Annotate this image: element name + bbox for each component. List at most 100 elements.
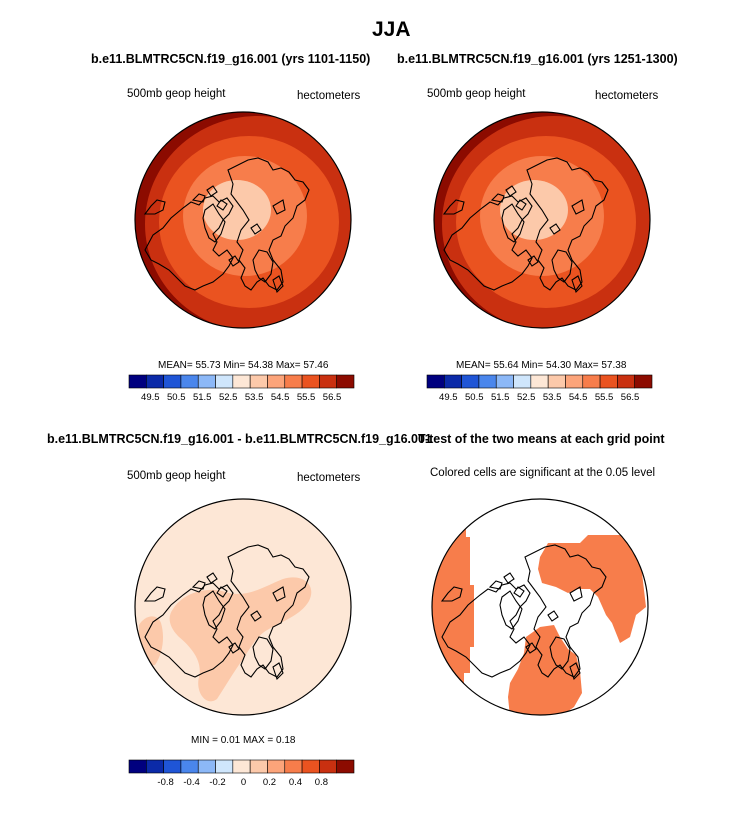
cbar-top-left-tick-3: 52.5 (219, 392, 238, 403)
coastline-10 (143, 199, 166, 215)
cbar-top-right-box-12 (634, 374, 653, 389)
coastline-1 (202, 590, 226, 630)
coastline-1 (501, 203, 525, 243)
map-bottom-right (431, 498, 649, 716)
cbar-top-right-box-9 (582, 374, 601, 389)
cbar-bottom-tick-1: -0.4 (183, 777, 199, 788)
cbar-bottom-box-9 (284, 759, 303, 774)
cbar-top-left-box-10 (301, 374, 320, 389)
field-pole (203, 180, 271, 240)
cbar-top-left-box-6 (232, 374, 251, 389)
variable-label-bottom-left: 500mb geop height (127, 470, 226, 482)
panel-title-bottom-right: T-test of the two means at each grid poi… (418, 432, 665, 446)
coastline-2 (488, 580, 503, 590)
sig-region-0 (432, 521, 474, 693)
coastline-4 (216, 199, 228, 211)
cbar-bottom-box-3 (180, 759, 199, 774)
coastline-5 (526, 157, 609, 291)
cbar-top-left-box-5 (215, 374, 234, 389)
coastline-11 (272, 275, 284, 294)
units-label-bottom-left: hectometers (297, 472, 361, 484)
coastline-6 (551, 249, 573, 283)
cbar-bottom-tick-0: -0.8 (157, 777, 173, 788)
diff-highlight-0 (169, 577, 312, 702)
cbar-top-right-tick-2: 51.5 (491, 392, 510, 403)
map-border (134, 111, 352, 329)
colorbar-top-left: 49.5 50.5 51.5 52.5 53.5 54.5 55.5 56.5 (128, 374, 355, 403)
cbar-top-left-box-12 (336, 374, 355, 389)
cbar-top-right-box-5 (513, 374, 532, 389)
cbar-top-right-tick-3: 52.5 (517, 392, 536, 403)
coastline-8 (547, 610, 559, 622)
cbar-bottom-box-11 (319, 759, 337, 774)
cbar-top-left-box-1 (146, 374, 164, 389)
map-bottom-left (134, 498, 352, 716)
units-label-top-left: hectometers (297, 90, 361, 102)
coastline-11 (272, 662, 284, 681)
cbar-bottom-box-10 (301, 759, 320, 774)
cbar-top-right-box-7 (547, 374, 566, 389)
coastline-6 (252, 249, 274, 283)
stats-bottom-left: MIN = 0.01 MAX = 0.18 (191, 735, 296, 746)
map-top-right (433, 111, 651, 329)
cbar-bottom-box-7 (249, 759, 268, 774)
cbar-top-right-box-3 (478, 374, 497, 389)
coastline-3 (505, 185, 517, 197)
cbar-top-left-box-11 (319, 374, 337, 389)
coastline-9 (569, 586, 583, 602)
cbar-bottom-box-5 (215, 759, 234, 774)
cbar-bottom-box-12 (336, 759, 355, 774)
cbar-bottom-tick-3: 0 (241, 777, 246, 788)
coastline-0 (144, 582, 234, 678)
cbar-bottom-tick-4: 0.2 (263, 777, 276, 788)
coastline-10 (440, 586, 463, 602)
cbar-top-right-tick-7: 56.5 (621, 392, 640, 403)
map-border (134, 498, 352, 716)
colorbar-top-right: 49.5 50.5 51.5 52.5 53.5 54.5 55.5 56.5 (426, 374, 653, 403)
coastline-5 (524, 544, 607, 678)
coastline-0 (443, 195, 533, 291)
cbar-top-left-tick-2: 51.5 (193, 392, 212, 403)
cbar-bottom-tick-6: 0.8 (315, 777, 328, 788)
cbar-top-left-box-4 (197, 374, 216, 389)
cbar-bottom-box-1 (146, 759, 164, 774)
cbar-top-left-box-2 (163, 374, 182, 389)
sig-region-1 (538, 535, 646, 643)
coastline-7 (228, 642, 240, 654)
coastline-9 (272, 586, 286, 602)
cbar-top-right-tick-1: 50.5 (465, 392, 484, 403)
coastline-0 (144, 195, 234, 291)
coastline-8 (250, 610, 262, 622)
field-pole (500, 180, 568, 240)
map-top-left (134, 111, 352, 329)
cbar-top-right-tick-6: 55.5 (595, 392, 614, 403)
cbar-top-right-box-1 (444, 374, 462, 389)
coastline-1 (499, 590, 523, 630)
coastline-2 (191, 580, 206, 590)
cbar-top-right-box-6 (530, 374, 549, 389)
stats-top-left: MEAN= 55.73 Min= 54.38 Max= 57.46 (158, 360, 329, 371)
coastline-5 (227, 157, 310, 291)
cbar-top-right-tick-5: 54.5 (569, 392, 588, 403)
coastline-7 (527, 255, 539, 267)
main-title: JJA (372, 18, 411, 41)
cbar-bottom-box-2 (163, 759, 182, 774)
panel-title-top-right: b.e11.BLMTRC5CN.f19_g16.001 (yrs 1251-13… (397, 52, 678, 66)
panel-title-top-left: b.e11.BLMTRC5CN.f19_g16.001 (yrs 1101-11… (91, 52, 371, 66)
colorbar-bottom-left: -0.8 -0.4 -0.2 0 0.2 0.4 0.8 (128, 759, 355, 788)
panel-title-bottom-left: b.e11.BLMTRC5CN.f19_g16.001 - b.e11.BLMT… (47, 432, 432, 446)
cbar-top-left-tick-7: 56.5 (323, 392, 342, 403)
coastline-10 (143, 586, 166, 602)
units-label-top-right: hectometers (595, 90, 659, 102)
cbar-top-right-tick-4: 53.5 (543, 392, 562, 403)
cbar-top-left-box-3 (180, 374, 199, 389)
coastline-10 (442, 199, 465, 215)
cbar-top-left-tick-1: 50.5 (167, 392, 186, 403)
cbar-top-left-tick-6: 55.5 (297, 392, 316, 403)
cbar-bottom-box-8 (267, 759, 286, 774)
coastline-4 (515, 199, 527, 211)
map-border (433, 111, 651, 329)
map-border (431, 498, 649, 716)
variable-label-top-left: 500mb geop height (127, 88, 226, 100)
cbar-top-left-box-9 (284, 374, 303, 389)
